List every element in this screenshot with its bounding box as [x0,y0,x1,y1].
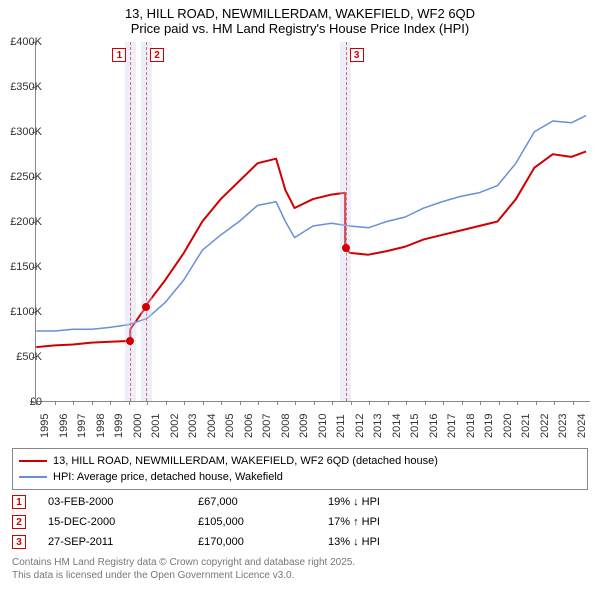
x-axis-label: 2004 [206,414,218,438]
x-axis-label: 1996 [58,414,70,438]
chart-lines-svg [36,42,590,401]
price-point-dot [126,337,134,345]
chart-area: 1 2 3 [35,42,590,402]
y-axis-label: £100K [10,306,42,318]
x-axis-label: 2013 [372,414,384,438]
y-axis-label: £150K [10,261,42,273]
event-pct-2: 17% ↑ HPI [328,516,448,528]
legend-swatch-blue [19,476,47,478]
x-axis-label: 2022 [539,414,551,438]
marker-number-box: 3 [350,48,364,62]
event-date-2: 15-DEC-2000 [48,516,198,528]
event-marker-1: 1 [12,495,26,509]
event-row-3: 3 27-SEP-2011 £170,000 13% ↓ HPI [12,532,588,552]
x-axis-label: 2020 [502,414,514,438]
y-axis-label: £400K [10,36,42,48]
footnote: Contains HM Land Registry data © Crown c… [12,556,355,582]
chart-container: 13, HILL ROAD, NEWMILLERDAM, WAKEFIELD, … [0,0,600,590]
x-axis-label: 2006 [243,414,255,438]
event-price-3: £170,000 [198,536,328,548]
legend-label-1: 13, HILL ROAD, NEWMILLERDAM, WAKEFIELD, … [53,455,438,467]
x-axis-label: 2007 [261,414,273,438]
x-axis-label: 1997 [76,414,88,438]
marker-number-box: 1 [112,48,126,62]
x-axis-label: 2018 [465,414,477,438]
x-axis-label: 2009 [298,414,310,438]
price-point-dot [342,244,350,252]
series-blue [36,116,586,331]
event-pct-1: 19% ↓ HPI [328,496,448,508]
x-axis-label: 2003 [187,414,199,438]
x-axis-label: 2002 [169,414,181,438]
x-axis-label: 2017 [446,414,458,438]
x-axis-label: 2010 [317,414,329,438]
title-line-2: Price paid vs. HM Land Registry's House … [0,21,600,36]
series-red [36,151,586,347]
x-axis-label: 2014 [391,414,403,438]
x-axis-label: 2008 [280,414,292,438]
x-axis-label: 2023 [557,414,569,438]
event-date-1: 03-FEB-2000 [48,496,198,508]
event-price-2: £105,000 [198,516,328,528]
price-point-dot [142,303,150,311]
legend: 13, HILL ROAD, NEWMILLERDAM, WAKEFIELD, … [12,448,588,490]
marker-line [346,42,347,401]
y-axis-label: £250K [10,171,42,183]
legend-label-2: HPI: Average price, detached house, Wake… [53,471,283,483]
y-axis-label: £300K [10,126,42,138]
x-axis-label: 2021 [520,414,532,438]
event-marker-2: 2 [12,515,26,529]
x-axis-label: 1999 [113,414,125,438]
event-marker-3: 3 [12,535,26,549]
title-block: 13, HILL ROAD, NEWMILLERDAM, WAKEFIELD, … [0,0,600,38]
x-axis-label: 2005 [224,414,236,438]
x-axis-label: 2000 [132,414,144,438]
y-axis-label: £350K [10,81,42,93]
x-axis-label: 1998 [95,414,107,438]
marker-line [146,42,147,401]
y-axis-label: £50K [16,351,42,363]
legend-row-1: 13, HILL ROAD, NEWMILLERDAM, WAKEFIELD, … [19,453,581,469]
event-pct-3: 13% ↓ HPI [328,536,448,548]
marker-number-box: 2 [150,48,164,62]
event-date-3: 27-SEP-2011 [48,536,198,548]
legend-row-2: HPI: Average price, detached house, Wake… [19,469,581,485]
x-axis-label: 2016 [428,414,440,438]
x-axis-label: 2019 [483,414,495,438]
event-row-2: 2 15-DEC-2000 £105,000 17% ↑ HPI [12,512,588,532]
event-row-1: 1 03-FEB-2000 £67,000 19% ↓ HPI [12,492,588,512]
x-axis-label: 2011 [335,414,347,438]
y-axis-label: £0 [30,396,42,408]
events-table: 1 03-FEB-2000 £67,000 19% ↓ HPI 2 15-DEC… [12,492,588,552]
x-axis-label: 2015 [409,414,421,438]
x-axis-label: 2001 [150,414,162,438]
footnote-line-1: Contains HM Land Registry data © Crown c… [12,556,355,569]
marker-line [130,42,131,401]
x-axis-label: 1995 [39,414,51,438]
y-axis-label: £200K [10,216,42,228]
footnote-line-2: This data is licensed under the Open Gov… [12,569,355,582]
x-axis-label: 2012 [354,414,366,438]
legend-swatch-red [19,460,47,462]
x-axis-label: 2024 [576,414,588,438]
title-line-1: 13, HILL ROAD, NEWMILLERDAM, WAKEFIELD, … [0,6,600,21]
event-price-1: £67,000 [198,496,328,508]
